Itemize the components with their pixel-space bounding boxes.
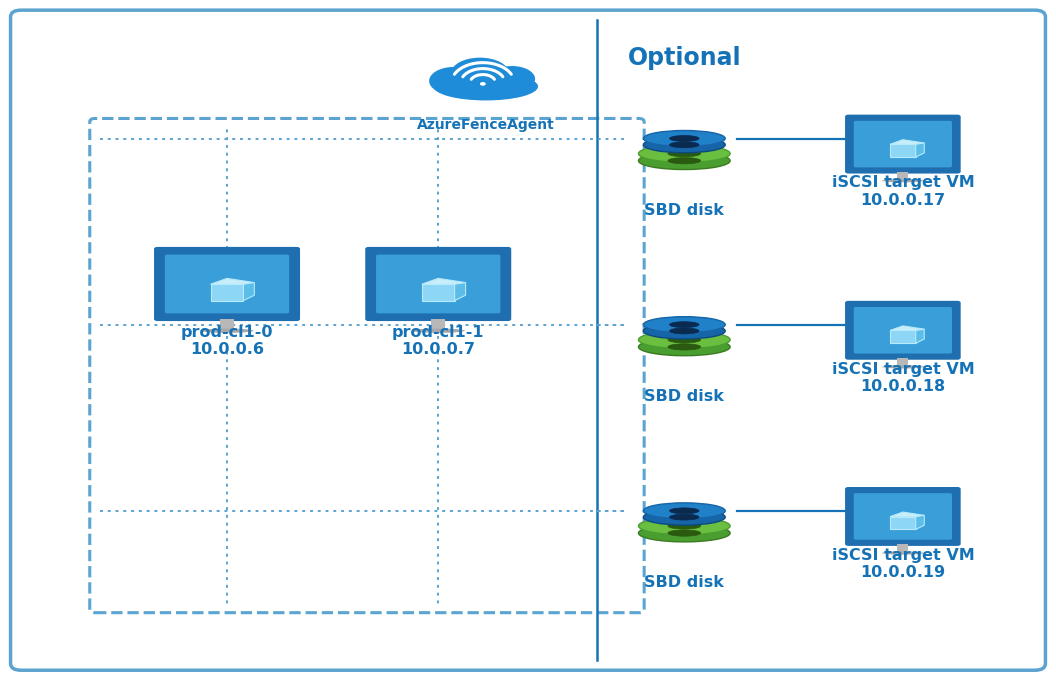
Ellipse shape: [670, 135, 699, 141]
Ellipse shape: [434, 72, 539, 100]
FancyBboxPatch shape: [165, 255, 289, 313]
Ellipse shape: [201, 328, 253, 333]
Ellipse shape: [643, 131, 725, 146]
Polygon shape: [916, 143, 924, 157]
Polygon shape: [916, 329, 924, 343]
Ellipse shape: [639, 517, 730, 535]
Text: iSCSI target VM
10.0.0.17: iSCSI target VM 10.0.0.17: [831, 175, 975, 208]
FancyBboxPatch shape: [220, 319, 234, 330]
Ellipse shape: [412, 328, 465, 333]
FancyBboxPatch shape: [898, 357, 908, 367]
FancyBboxPatch shape: [898, 544, 908, 553]
Ellipse shape: [670, 141, 699, 148]
Polygon shape: [455, 282, 466, 301]
Ellipse shape: [639, 331, 730, 349]
Text: SBD disk: SBD disk: [644, 575, 724, 590]
Text: iSCSI target VM
10.0.0.19: iSCSI target VM 10.0.0.19: [831, 548, 975, 580]
FancyBboxPatch shape: [853, 307, 953, 353]
Ellipse shape: [667, 523, 701, 529]
Ellipse shape: [643, 137, 725, 153]
Ellipse shape: [639, 338, 730, 355]
Ellipse shape: [429, 67, 478, 95]
Ellipse shape: [643, 323, 725, 339]
Ellipse shape: [670, 508, 699, 514]
Polygon shape: [916, 515, 924, 529]
Ellipse shape: [882, 365, 924, 368]
Polygon shape: [210, 278, 254, 284]
Ellipse shape: [643, 503, 725, 519]
FancyBboxPatch shape: [845, 487, 961, 546]
FancyBboxPatch shape: [898, 171, 908, 181]
Polygon shape: [890, 330, 916, 343]
Ellipse shape: [670, 328, 699, 334]
FancyBboxPatch shape: [853, 493, 953, 540]
Ellipse shape: [667, 336, 701, 343]
FancyBboxPatch shape: [154, 247, 300, 321]
Ellipse shape: [489, 66, 535, 92]
FancyBboxPatch shape: [431, 319, 446, 330]
FancyBboxPatch shape: [376, 255, 501, 313]
FancyBboxPatch shape: [365, 247, 511, 321]
Polygon shape: [890, 144, 916, 157]
Ellipse shape: [670, 322, 699, 328]
Ellipse shape: [882, 179, 924, 182]
Ellipse shape: [882, 551, 924, 554]
Ellipse shape: [451, 58, 509, 89]
Polygon shape: [210, 284, 244, 301]
Text: prod-cl1-0
10.0.0.6: prod-cl1-0 10.0.0.6: [181, 325, 274, 357]
Text: SBD disk: SBD disk: [644, 389, 724, 404]
Ellipse shape: [639, 524, 730, 542]
FancyBboxPatch shape: [11, 10, 1045, 670]
Polygon shape: [421, 278, 466, 284]
Ellipse shape: [667, 150, 701, 157]
Text: Optional: Optional: [628, 45, 742, 70]
Ellipse shape: [667, 158, 701, 164]
Ellipse shape: [479, 82, 486, 86]
Text: iSCSI target VM
10.0.0.18: iSCSI target VM 10.0.0.18: [831, 362, 975, 394]
Ellipse shape: [643, 509, 725, 525]
Text: AzureFenceAgent: AzureFenceAgent: [417, 118, 554, 132]
FancyBboxPatch shape: [845, 301, 961, 359]
Ellipse shape: [643, 317, 725, 332]
Text: prod-cl1-1
10.0.0.7: prod-cl1-1 10.0.0.7: [392, 325, 485, 357]
Polygon shape: [244, 282, 254, 301]
Polygon shape: [890, 326, 924, 330]
FancyBboxPatch shape: [845, 114, 961, 173]
Ellipse shape: [639, 152, 730, 169]
Polygon shape: [890, 512, 924, 517]
FancyBboxPatch shape: [853, 121, 953, 167]
Polygon shape: [890, 517, 916, 529]
Ellipse shape: [667, 530, 701, 536]
Polygon shape: [421, 284, 455, 301]
Ellipse shape: [667, 344, 701, 350]
Text: SBD disk: SBD disk: [644, 203, 724, 218]
Polygon shape: [890, 139, 924, 144]
Ellipse shape: [670, 515, 699, 520]
Ellipse shape: [639, 145, 730, 162]
